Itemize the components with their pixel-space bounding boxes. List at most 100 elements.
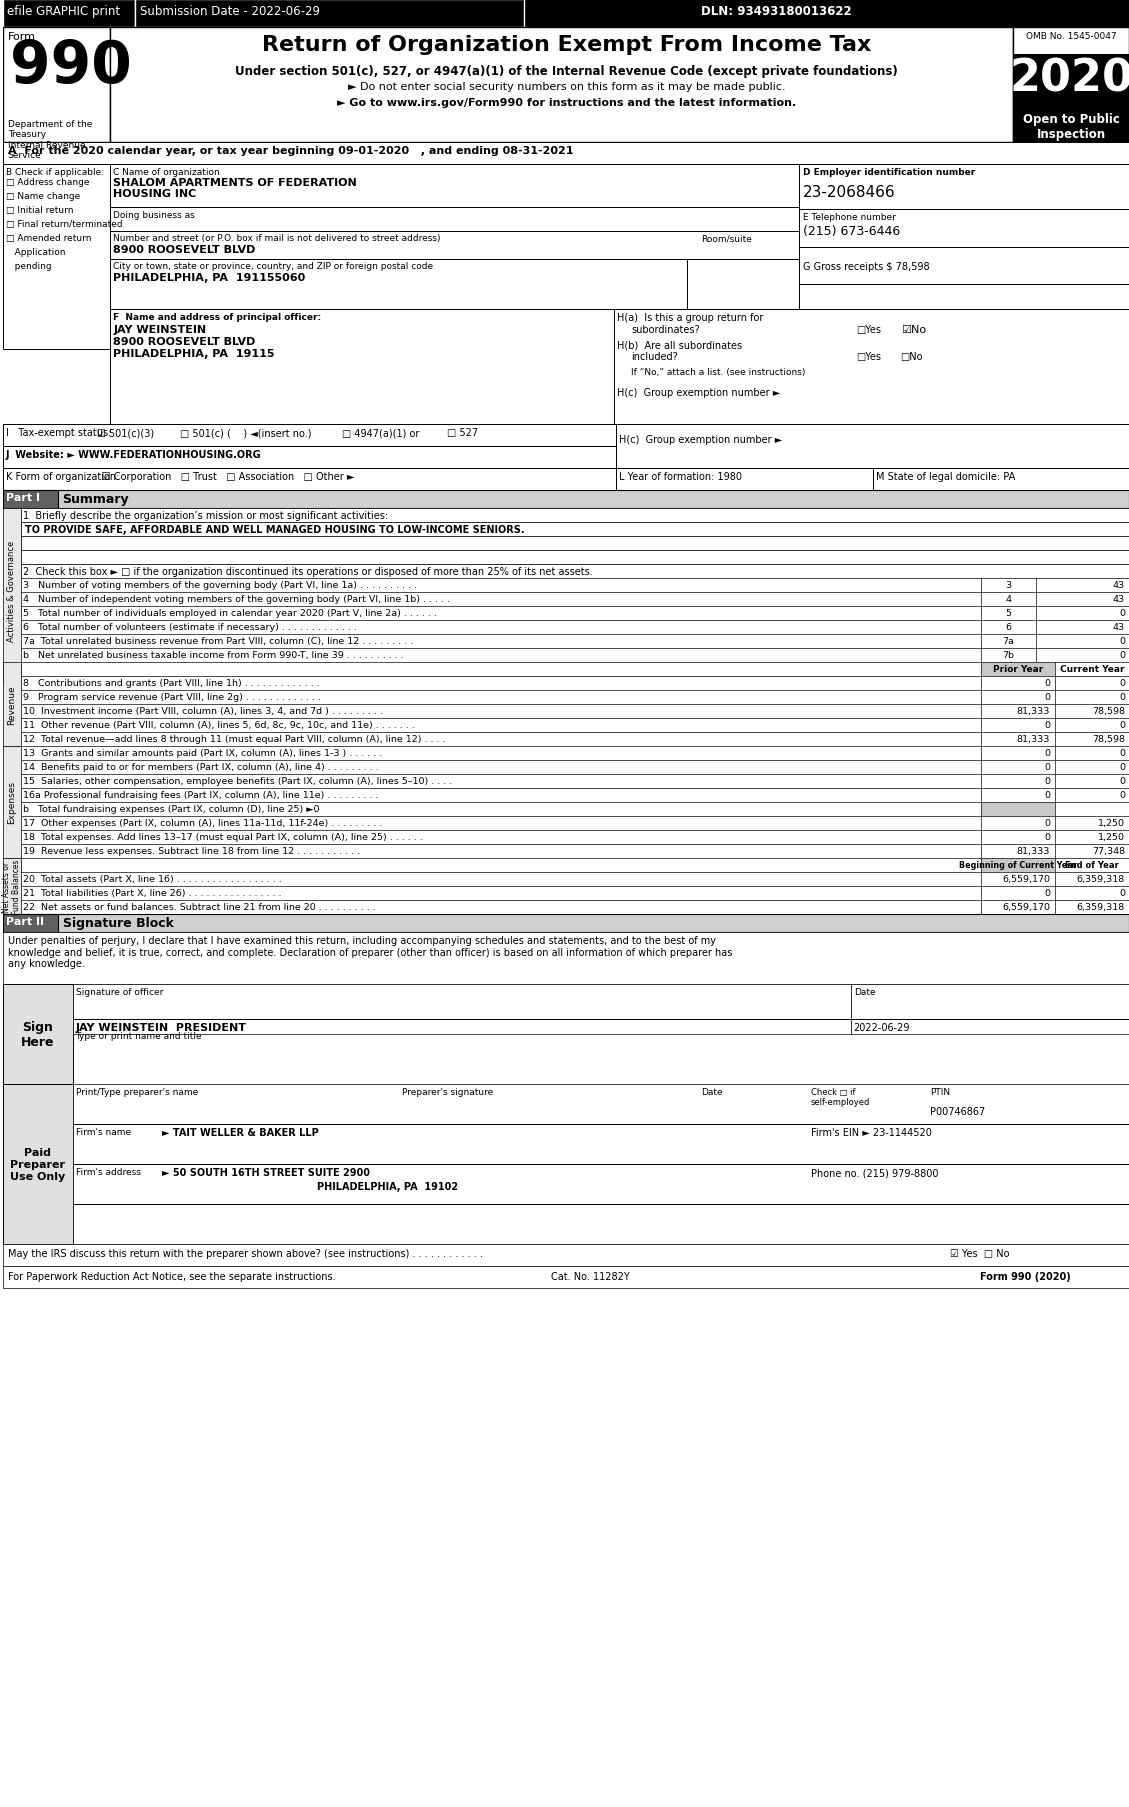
Text: b   Net unrelated business taxable income from Form 990-T, line 39 . . . . . . .: b Net unrelated business taxable income … [23, 651, 403, 660]
Text: □ 527: □ 527 [447, 428, 478, 437]
Text: □ Amended return: □ Amended return [6, 233, 91, 242]
Bar [873, 468, 1129, 492]
Text: PHILADELPHIA, PA  19115: PHILADELPHIA, PA 19115 [113, 349, 275, 360]
Text: City or town, state or province, country, and ZIP or foreign postal code: City or town, state or province, country… [113, 262, 434, 271]
Text: SHALOM APARTMENTS OF FEDERATION: SHALOM APARTMENTS OF FEDERATION [113, 177, 357, 188]
Bar [1036, 634, 1129, 649]
Text: PHILADELPHIA, PA  19102: PHILADELPHIA, PA 19102 [317, 1182, 458, 1191]
Bar [1056, 900, 1129, 914]
Bar [2, 914, 1129, 932]
Text: 0: 0 [1119, 748, 1124, 757]
Bar [20, 510, 1129, 522]
Text: 6: 6 [1005, 623, 1012, 632]
Text: efile GRAPHIC print: efile GRAPHIC print [7, 5, 120, 18]
Text: 0: 0 [1044, 889, 1050, 898]
Text: J  Website: ► WWW.FEDERATIONHOUSING.ORG: J Website: ► WWW.FEDERATIONHOUSING.ORG [6, 450, 261, 459]
Text: □No: □No [901, 352, 924, 361]
Bar [981, 578, 1036, 593]
Text: 0: 0 [1044, 763, 1050, 772]
Text: 2020: 2020 [1009, 58, 1129, 101]
Bar [20, 844, 981, 858]
Bar [616, 468, 873, 492]
Text: □ Name change: □ Name change [6, 192, 80, 201]
Text: H(b)  Are all subordinates: H(b) Are all subordinates [618, 340, 743, 351]
Text: Under penalties of perjury, I declare that I have examined this return, includin: Under penalties of perjury, I declare th… [8, 936, 732, 969]
Text: 8900 ROOSEVELT BLVD: 8900 ROOSEVELT BLVD [113, 246, 256, 255]
Text: E Telephone number: E Telephone number [803, 213, 895, 222]
Text: Date: Date [854, 987, 875, 996]
Text: F  Name and address of principal officer:: F Name and address of principal officer: [113, 313, 322, 322]
Text: 16a Professional fundraising fees (Part IX, column (A), line 11e) . . . . . . . : 16a Professional fundraising fees (Part … [23, 791, 378, 799]
Bar [1056, 873, 1129, 887]
Text: □ 501(c) (    ) ◄(insert no.): □ 501(c) ( ) ◄(insert no.) [181, 428, 312, 437]
Bar [1056, 746, 1129, 761]
Bar [111, 309, 614, 425]
Text: 0: 0 [1119, 791, 1124, 799]
Bar [1014, 110, 1129, 143]
Text: Form: Form [8, 33, 36, 42]
Bar [20, 746, 981, 761]
Bar [20, 732, 981, 746]
Text: H(a)  Is this a group return for: H(a) Is this a group return for [618, 313, 763, 323]
Text: subordinates?: subordinates? [631, 325, 700, 334]
Bar [1056, 690, 1129, 705]
Text: PHILADELPHIA, PA  191155060: PHILADELPHIA, PA 191155060 [113, 273, 306, 284]
Bar [981, 719, 1056, 732]
Text: Firm's name: Firm's name [76, 1128, 131, 1137]
Text: Check □ if
self-employed: Check □ if self-employed [811, 1088, 870, 1106]
Bar [1036, 649, 1129, 663]
Bar [2, 164, 111, 351]
Text: Prior Year: Prior Year [994, 665, 1043, 674]
Bar [1056, 719, 1129, 732]
Bar [72, 985, 850, 1034]
Text: Preparer's signature: Preparer's signature [402, 1088, 493, 1097]
Text: 9   Program service revenue (Part VIII, line 2g) . . . . . . . . . . . . .: 9 Program service revenue (Part VIII, li… [23, 692, 321, 701]
Bar [2, 27, 111, 143]
Text: 5   Total number of individuals employed in calendar year 2020 (Part V, line 2a): 5 Total number of individuals employed i… [23, 609, 437, 618]
Bar [20, 564, 1129, 578]
Text: 77,348: 77,348 [1092, 846, 1124, 855]
Text: Number and street (or P.O. box if mail is not delivered to street address): Number and street (or P.O. box if mail i… [113, 233, 441, 242]
Text: 1,250: 1,250 [1099, 833, 1124, 842]
Text: 81,333: 81,333 [1017, 735, 1050, 744]
Text: (215) 673-6446: (215) 673-6446 [803, 224, 900, 239]
Text: 43: 43 [1113, 623, 1124, 632]
Bar [1036, 593, 1129, 607]
Bar [20, 593, 981, 607]
Bar [981, 873, 1056, 887]
Text: Sign
Here: Sign Here [21, 1021, 54, 1048]
Bar [20, 761, 981, 775]
Text: 0: 0 [1044, 833, 1050, 842]
Text: Cat. No. 11282Y: Cat. No. 11282Y [551, 1272, 630, 1281]
Bar [20, 620, 981, 634]
Text: B Check if applicable:: B Check if applicable: [6, 168, 104, 177]
Text: 5: 5 [1005, 609, 1012, 618]
Bar [981, 900, 1056, 914]
Bar [135, 0, 525, 27]
Text: 14  Benefits paid to or for members (Part IX, column (A), line 4) . . . . . . . : 14 Benefits paid to or for members (Part… [23, 763, 378, 772]
Text: Activities & Governance: Activities & Governance [7, 540, 16, 641]
Text: 0: 0 [1119, 692, 1124, 701]
Text: I   Tax-exempt status:: I Tax-exempt status: [6, 428, 111, 437]
Text: 0: 0 [1044, 819, 1050, 828]
Text: Beginning of Current Year: Beginning of Current Year [960, 860, 1077, 869]
Text: □ Address change: □ Address change [6, 177, 89, 186]
Text: 20  Total assets (Part X, line 16) . . . . . . . . . . . . . . . . . .: 20 Total assets (Part X, line 16) . . . … [23, 875, 281, 884]
Bar [2, 932, 1129, 985]
Bar [2, 0, 135, 27]
Bar [2, 1267, 1129, 1288]
Text: ☑ Yes  □ No: ☑ Yes □ No [951, 1249, 1010, 1258]
Text: 11  Other revenue (Part VIII, column (A), lines 5, 6d, 8c, 9c, 10c, and 11e) . .: 11 Other revenue (Part VIII, column (A),… [23, 721, 414, 730]
Bar [1056, 676, 1129, 690]
Text: 0: 0 [1044, 777, 1050, 786]
Bar [981, 761, 1056, 775]
Text: 15  Salaries, other compensation, employee benefits (Part IX, column (A), lines : 15 Salaries, other compensation, employe… [23, 777, 452, 786]
Text: DLN: 93493180013622: DLN: 93493180013622 [701, 5, 851, 18]
Text: 6,359,318: 6,359,318 [1077, 875, 1124, 884]
Text: 10  Investment income (Part VIII, column (A), lines 3, 4, and 7d ) . . . . . . .: 10 Investment income (Part VIII, column … [23, 707, 383, 716]
Text: PTIN: PTIN [930, 1088, 951, 1097]
Text: ☑ 501(c)(3): ☑ 501(c)(3) [97, 428, 155, 437]
Bar [20, 663, 981, 676]
Text: If “No,” attach a list. (see instructions): If “No,” attach a list. (see instruction… [631, 369, 806, 378]
Bar [981, 732, 1056, 746]
